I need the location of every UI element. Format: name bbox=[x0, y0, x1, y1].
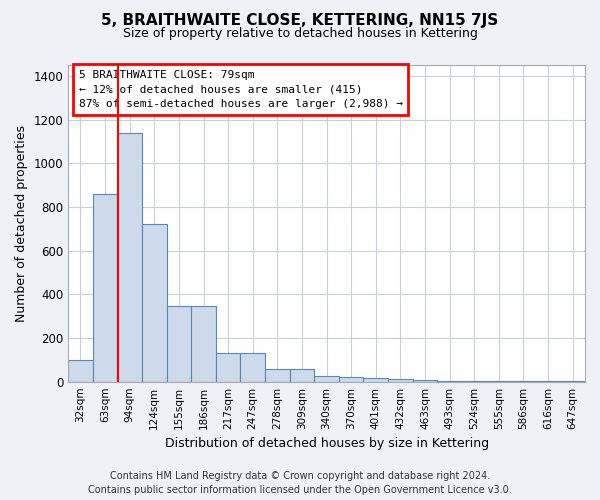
Bar bbox=[216, 354, 241, 382]
Bar bbox=[413, 380, 437, 382]
Bar bbox=[167, 306, 191, 382]
Text: 5 BRAITHWAITE CLOSE: 79sqm
← 12% of detached houses are smaller (415)
87% of sem: 5 BRAITHWAITE CLOSE: 79sqm ← 12% of deta… bbox=[79, 70, 403, 110]
Y-axis label: Number of detached properties: Number of detached properties bbox=[15, 125, 28, 322]
Bar bbox=[437, 381, 462, 382]
Text: Contains HM Land Registry data © Crown copyright and database right 2024.
Contai: Contains HM Land Registry data © Crown c… bbox=[88, 471, 512, 495]
Text: Size of property relative to detached houses in Kettering: Size of property relative to detached ho… bbox=[122, 28, 478, 40]
Bar bbox=[142, 224, 167, 382]
Bar bbox=[68, 360, 93, 382]
Bar bbox=[118, 132, 142, 382]
Bar bbox=[241, 354, 265, 382]
Bar bbox=[290, 368, 314, 382]
Bar bbox=[364, 378, 388, 382]
X-axis label: Distribution of detached houses by size in Kettering: Distribution of detached houses by size … bbox=[164, 437, 488, 450]
Bar bbox=[265, 368, 290, 382]
Bar bbox=[93, 194, 118, 382]
Bar bbox=[314, 376, 339, 382]
Text: 5, BRAITHWAITE CLOSE, KETTERING, NN15 7JS: 5, BRAITHWAITE CLOSE, KETTERING, NN15 7J… bbox=[101, 12, 499, 28]
Bar bbox=[339, 378, 364, 382]
Bar bbox=[388, 380, 413, 382]
Bar bbox=[191, 306, 216, 382]
